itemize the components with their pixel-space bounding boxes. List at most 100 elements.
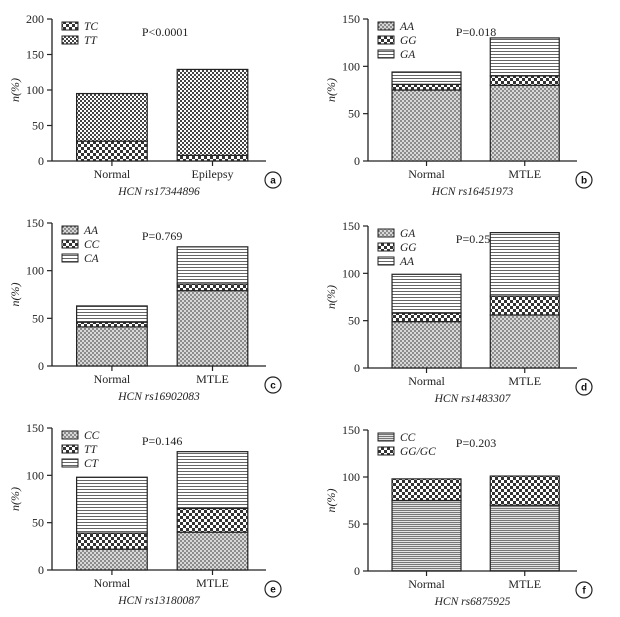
panel-e: n(%) P=0.146 HCN rs13180087 e 0 50 100 150 N… [8,421,282,607]
y-tick-label: 150 [342,219,360,233]
y-tick-label: 150 [26,216,44,230]
panel-letter-circle [264,376,282,394]
bar-segment [176,246,249,285]
panel-letter: c [270,381,276,392]
p-value: P<0.0001 [142,25,188,39]
legend-label: AA [399,256,415,268]
legend-swatch [61,253,79,263]
category-label: MTLE [508,167,541,181]
x-axis-caption: HCN rs17344896 [117,186,200,198]
bar-segment [391,71,462,85]
y-tick-label: 100 [26,468,44,482]
bar-segment [76,92,148,142]
bar-segment [76,321,148,328]
legend-label: GG/GC [400,446,436,458]
bar-segment [489,84,560,162]
legend-label: TT [84,35,98,47]
legend-label: TC [84,21,98,33]
legend-label: CA [84,253,100,265]
category-label: MTLE [196,576,229,590]
category-label: Epilepsy [192,167,234,181]
y-tick-label: 50 [348,314,360,328]
y-tick-label: 150 [342,423,360,437]
y-tick-label: 0 [354,154,360,168]
panel-letter-circle [575,581,593,599]
y-tick-label: 0 [354,361,360,375]
bar-segment [176,531,249,571]
legend-swatch [377,35,395,45]
p-value: P=0.203 [456,436,496,450]
panel-letter: b [581,176,587,187]
y-tick-label: 100 [342,59,360,73]
bar-segment [76,548,148,571]
bar-segment [391,321,462,369]
category-label: Normal [94,372,131,386]
category-label: Normal [408,577,445,591]
legend-swatch [377,446,395,456]
category-label: MTLE [196,372,229,386]
x-axis-caption: HCN rs16451973 [431,186,514,198]
legend-swatch [377,228,395,238]
legend-label: AA [83,225,99,237]
legend-label: TT [84,444,98,456]
category-label: Normal [94,167,131,181]
bar-segment [176,283,249,292]
y-tick-label: 100 [342,266,360,280]
bar-segment [391,312,462,323]
legend-label: CC [400,432,416,444]
bar-segment [489,232,560,297]
legend-swatch [61,444,79,454]
category-label: Normal [408,167,445,181]
category-label: MTLE [508,374,541,388]
legend-swatch [61,458,79,468]
y-tick-label: 100 [26,264,44,278]
panel-letter: d [581,383,587,394]
category-label: MTLE [508,577,541,591]
x-axis-caption: HCN rs1483307 [434,393,512,405]
bar-segment [76,532,148,550]
bar-segment [176,68,249,156]
legend-swatch [61,225,79,235]
legend-label: GA [400,49,416,61]
bar-segment [176,507,249,533]
legend-swatch [61,430,79,440]
bar-segment [391,499,462,572]
panel-letter-circle [575,171,593,189]
bar-segment [489,504,560,572]
y-tick-label: 150 [26,48,44,62]
category-label: Normal [408,374,445,388]
bar-segment [391,83,462,91]
y-tick-label: 50 [32,119,44,133]
bar-segment [489,314,560,369]
category-label: Normal [94,576,131,590]
bar-segment [176,451,249,510]
legend-label: GG [400,35,417,47]
legend-swatch [61,239,79,249]
y-tick-label: 50 [348,107,360,121]
panel-letter-circle [264,580,282,598]
bar-segment [489,295,560,316]
y-tick-label: 50 [32,516,44,530]
legend-swatch [61,21,79,31]
bar-segment [176,154,249,162]
legend-swatch [377,49,395,59]
legend-label: GG [400,242,417,254]
y-axis-label: n(%) [8,487,22,511]
bar-segment [391,478,462,502]
p-value: P=0.018 [456,25,496,39]
panel-d: n(%) P=0.258 HCN rs1483307 d 0 50 100 150 No… [324,219,593,405]
panel-letter: f [582,586,586,597]
bar-segment [176,290,249,367]
y-tick-label: 200 [26,12,44,26]
legend-label: CT [84,458,100,470]
panel-letter: e [270,585,276,596]
y-axis-label: n(%) [8,283,22,307]
legend-swatch [377,256,395,266]
panel-letter-circle [264,171,282,189]
y-axis-label: n(%) [324,78,338,102]
y-tick-label: 100 [26,83,44,97]
bar-segment [391,273,462,314]
bar-segment [76,476,148,534]
y-axis-label: n(%) [324,489,338,513]
panel-letter: a [270,176,276,187]
